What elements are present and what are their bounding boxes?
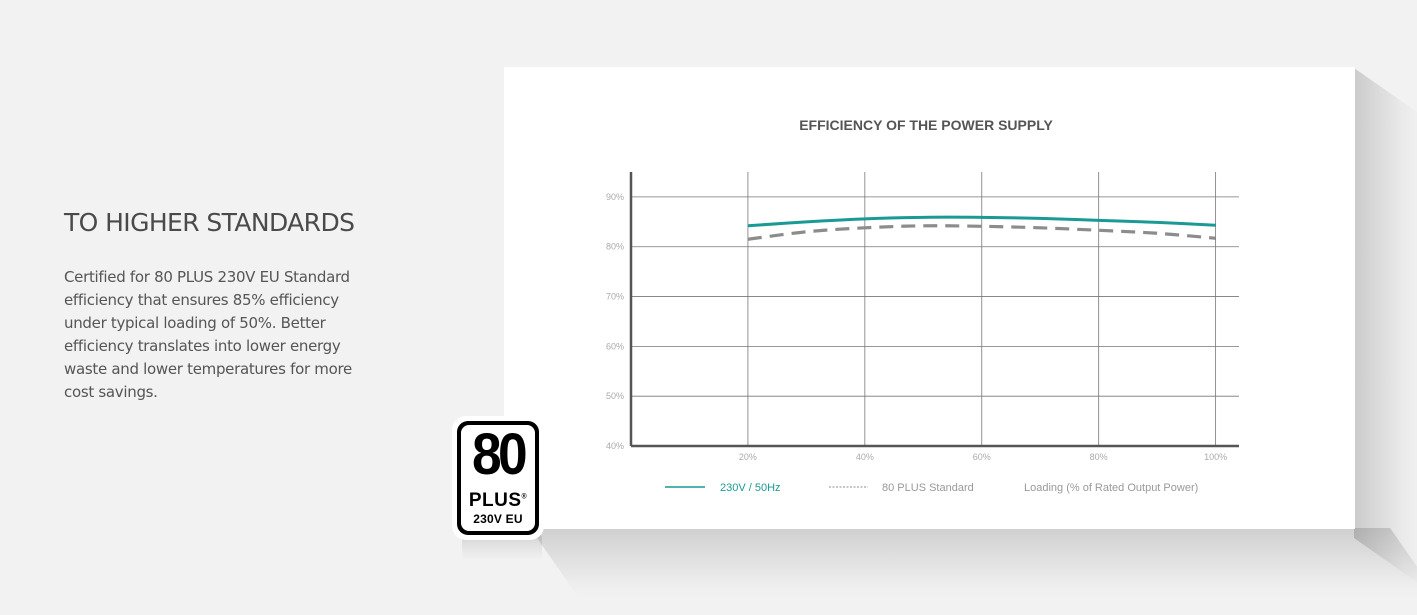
badge-border: 80 PLUS® 230V EU	[457, 421, 539, 535]
y-tick-label-60: 60%	[606, 341, 624, 351]
badge-rating: 230V EU	[473, 512, 523, 526]
80-plus-badge: 80 PLUS® 230V EU	[452, 416, 544, 540]
series-line-230v-50hz	[747, 215, 1216, 228]
x-tick-label-100: 100%	[1204, 452, 1227, 462]
registered-mark: ®	[521, 493, 528, 501]
section-heading: TO HIGHER STANDARDS	[64, 208, 355, 237]
badge-plus-text: PLUS®	[461, 490, 535, 512]
y-tick-label-70: 70%	[606, 292, 624, 302]
chart-card-shadow-bottom	[530, 528, 1417, 598]
series-lines	[747, 215, 1216, 241]
y-tick-label-50: 50%	[606, 391, 624, 401]
y-tick-label-40: 40%	[606, 441, 624, 451]
series-line-80-plus-standard	[747, 224, 1216, 241]
x-tick-labels: 20% 40% 60% 80% 100%	[739, 452, 1227, 462]
chart-legend: 230V / 50Hz 80 PLUS Standard Loading (% …	[665, 482, 1198, 494]
section-description: Certified for 80 PLUS 230V EU Standard e…	[64, 268, 352, 401]
y-tick-labels: 40% 50% 60% 70% 80% 90%	[606, 192, 624, 451]
axes	[629, 172, 1239, 448]
efficiency-chart: EFFICIENCY OF THE POWER SUPPLY 40% 50% 60%…	[606, 117, 1239, 494]
badge-number: 80	[471, 422, 528, 487]
x-tick-label-40: 40%	[856, 452, 874, 462]
x-axis-label: Loading (% of Rated Output Power)	[1024, 482, 1198, 494]
chart-title: EFFICIENCY OF THE POWER SUPPLY	[799, 117, 1053, 133]
x-tick-label-60: 60%	[973, 452, 991, 462]
badge-plus-word: PLUS	[468, 490, 522, 511]
chart-card-shadow	[1354, 68, 1417, 588]
y-tick-label-80: 80%	[606, 242, 624, 252]
x-tick-label-20: 20%	[739, 452, 757, 462]
badge-face: 80 PLUS® 230V EU	[461, 422, 535, 531]
y-tick-label-90: 90%	[606, 192, 624, 202]
legend-label-80plus: 80 PLUS Standard	[882, 482, 974, 494]
grid-lines	[631, 172, 1239, 446]
efficiency-chart-card: EFFICIENCY OF THE POWER SUPPLY 40% 50% 60%…	[504, 67, 1355, 529]
x-tick-label-80: 80%	[1090, 452, 1108, 462]
legend-label-230v: 230V / 50Hz	[720, 482, 781, 494]
